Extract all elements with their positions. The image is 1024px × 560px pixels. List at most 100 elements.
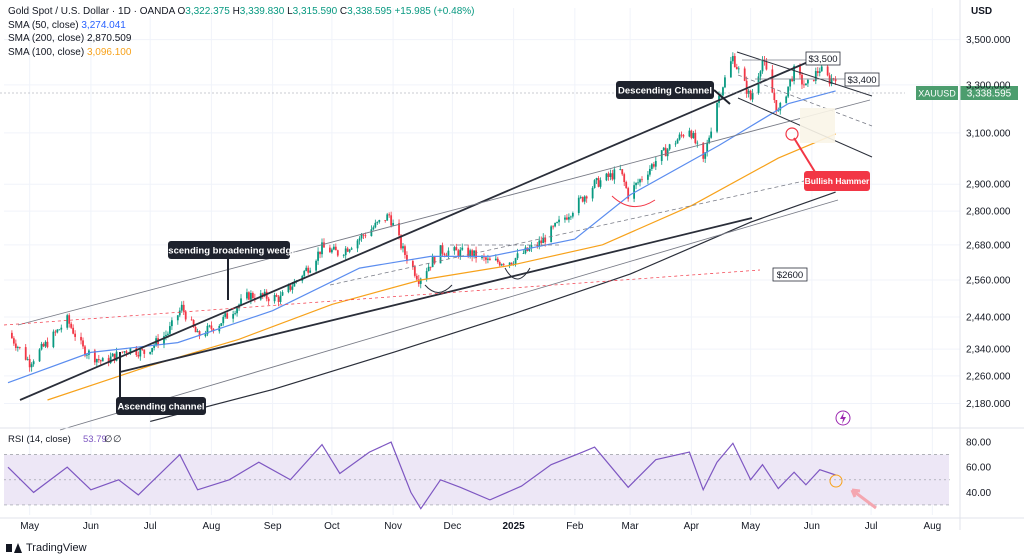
candle-body [165, 334, 167, 337]
grid-layer [4, 8, 960, 515]
time-tick-label: Oct [324, 521, 340, 532]
candle-body [305, 267, 308, 271]
candle-body [623, 174, 626, 183]
candle-body [342, 255, 345, 256]
moving-averages [7, 90, 836, 422]
rsi-line [7, 441, 836, 510]
candle-body [676, 139, 679, 144]
legend-sma200-row[interactable]: SMA (200, close) 2,870.509 [8, 32, 475, 46]
candle-body [336, 250, 339, 256]
legend-sma100-row[interactable]: SMA (100, close) 3,096.100 [8, 46, 475, 60]
annotation-ascending-channel[interactable]: Ascending channel [116, 352, 206, 415]
tradingview-logo[interactable]: TradingView [6, 542, 87, 554]
candle-body [115, 351, 118, 361]
candle-body [666, 149, 669, 157]
price-tick-label: 2,800.000 [966, 207, 1011, 218]
candle-body [362, 234, 365, 236]
symbol-tag-box [916, 86, 958, 100]
annotation-bullish-hammer[interactable]: Bullish Hammer [793, 137, 870, 191]
candle-body [524, 247, 527, 254]
legend-sma50-row[interactable]: SMA (50, close) 3,274.041 [8, 19, 475, 33]
rounding-bottom-arc-2 [504, 267, 531, 280]
candle-body [163, 336, 165, 346]
annotation-descending-channel[interactable]: Descending Channel [616, 81, 731, 105]
candle-body [143, 349, 146, 354]
candle-body [828, 75, 831, 85]
candle-body [785, 96, 788, 103]
rsi-highlight-circle [829, 474, 843, 488]
price-level-text: $2600 [777, 270, 803, 281]
candle-body [386, 214, 389, 221]
candle-body [467, 247, 470, 257]
candle-body [28, 358, 31, 368]
price-level-box [805, 51, 841, 66]
candle-body [68, 315, 71, 324]
symbol-title[interactable]: Gold Spot / U.S. Dollar · 1D · OANDA [8, 6, 175, 17]
price-level-label[interactable]: $2600 [772, 267, 808, 282]
candle-body [411, 261, 414, 267]
candle-body [149, 351, 152, 354]
lightning-icon[interactable] [835, 410, 851, 426]
candle-body [44, 341, 47, 347]
candle-body [273, 295, 276, 302]
candle-body [307, 267, 310, 273]
candle-body [737, 68, 740, 70]
rsi-title: RSI (14, close) [8, 434, 71, 445]
candle-body [348, 249, 351, 252]
candle-body [550, 226, 553, 243]
candle-body [461, 247, 464, 250]
candle-body [668, 144, 671, 150]
high-label: H [232, 6, 240, 17]
candle-body [639, 179, 641, 183]
currency-label[interactable]: USD [971, 6, 993, 17]
annotation-ascending-broadening-wedge[interactable]: Ascending broadening wedge [161, 241, 297, 300]
open-label: O [177, 6, 186, 17]
channel-lower-thin [59, 199, 839, 431]
time-tick-label: Aug [923, 521, 941, 532]
current-price-tag[interactable]: XAUUSD 3,338.595 [916, 86, 1018, 100]
candle-body [761, 59, 764, 72]
candle-body [528, 247, 531, 251]
candle-body [141, 349, 144, 350]
rsi-extra-label: ∅ [104, 434, 112, 445]
annotation-box [116, 397, 206, 415]
candle-body [58, 329, 61, 331]
candle-body [232, 314, 235, 319]
price-level-label[interactable]: $3,400 [844, 72, 880, 87]
candle-body [137, 354, 140, 357]
candle-body [265, 291, 268, 299]
candle-body [619, 169, 622, 170]
candle-body [593, 180, 596, 188]
candle-body [178, 310, 181, 316]
candle-body [453, 247, 456, 251]
candle-body [38, 349, 41, 362]
candle-body [123, 351, 126, 353]
candle-body [599, 180, 602, 187]
candle-body [250, 292, 252, 300]
candle-body [406, 254, 408, 262]
candle-body [508, 262, 511, 265]
candle-body [793, 65, 795, 82]
candle-body [637, 182, 639, 184]
candle-body [291, 286, 294, 290]
candle-body [481, 255, 483, 259]
candle-body [635, 182, 637, 186]
price-level-box [844, 72, 880, 87]
candle-body [496, 258, 499, 263]
candle-body [812, 79, 815, 81]
candle-body [392, 223, 395, 226]
time-tick-label: Apr [684, 521, 700, 532]
axes-layer: 3,500.000 3,300.000 3,100.000 2,900.000 2,80… [0, 0, 1024, 532]
candle-body [429, 266, 432, 268]
candle-body [220, 323, 223, 326]
candle-body [14, 343, 17, 349]
high-value: 3,339.830 [239, 6, 285, 17]
candle-body [441, 245, 444, 254]
price-tick-label: 2,180.000 [966, 399, 1011, 410]
candle-body [169, 326, 171, 334]
price-level-label[interactable]: $3,500 [805, 51, 841, 66]
candle-body [121, 351, 124, 353]
legend-symbol-row: Gold Spot / U.S. Dollar · 1D · OANDA O 3,… [8, 5, 475, 19]
candle-body [583, 196, 586, 202]
